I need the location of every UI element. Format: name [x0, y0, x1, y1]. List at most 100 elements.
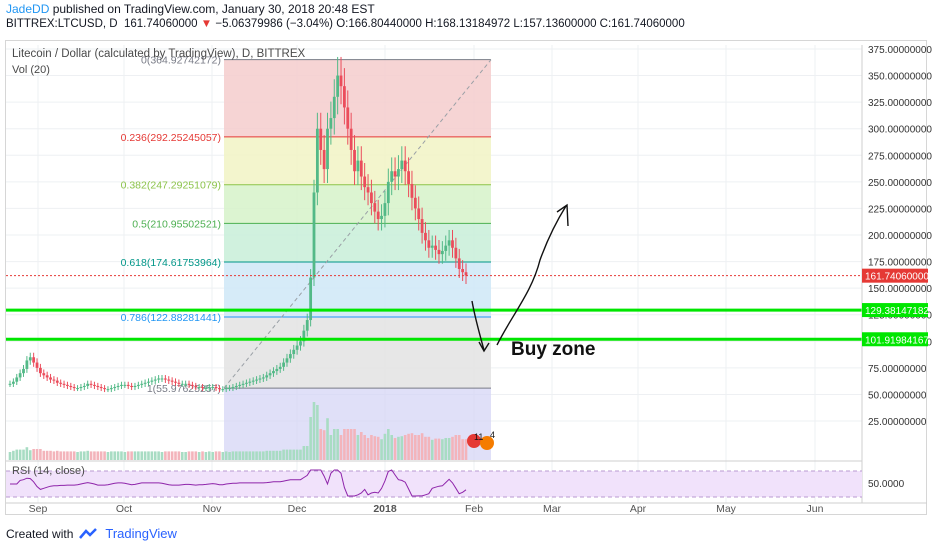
volume-bar — [322, 430, 326, 460]
candle-body — [204, 388, 208, 390]
created-with-label: Created with — [6, 526, 74, 541]
candle-body — [407, 171, 410, 184]
x-tick-label: Dec — [288, 503, 307, 515]
volume-bar — [262, 451, 265, 460]
volume-bar — [201, 451, 204, 460]
volume-bar — [150, 451, 154, 460]
candle-body — [191, 384, 194, 386]
buy-zone-label: Buy zone — [511, 339, 595, 360]
x-tick-label: Jun — [807, 503, 824, 515]
candle-body — [109, 388, 113, 390]
candle-body — [49, 377, 52, 380]
candle-body — [454, 247, 458, 259]
volume-bar — [420, 433, 424, 460]
candlesticks — [8, 56, 468, 393]
volume-bar — [461, 439, 464, 460]
volume-bar — [140, 451, 144, 460]
volume-bar — [241, 451, 245, 460]
candle-body — [370, 192, 373, 204]
candle-body — [400, 160, 404, 170]
x-tick-label: 2018 — [373, 503, 397, 515]
volume-bar — [397, 436, 400, 460]
volume-bar — [42, 450, 46, 460]
volume-bar — [167, 451, 171, 460]
volume-bar — [430, 439, 434, 460]
volume-bar — [164, 451, 167, 460]
candle-body — [322, 149, 326, 170]
candle-body — [430, 245, 434, 248]
volume-bar — [457, 435, 461, 460]
candle-body — [89, 383, 93, 385]
symbol-label: BITTREX:LTCUSD, D — [6, 18, 118, 30]
candle-body — [359, 160, 363, 177]
volume-bar — [103, 451, 106, 460]
fib-zones: 0(364.92742172) 0.236(292.25245057) 0.382(… — [121, 55, 492, 460]
author-link[interactable]: JadeDD — [6, 2, 50, 16]
candle-body — [343, 86, 346, 108]
down-arrow-icon: ▼ — [200, 18, 213, 30]
candle-body — [434, 245, 437, 250]
candle-body — [390, 171, 394, 182]
candle-body — [157, 378, 161, 380]
volume-bar — [110, 451, 113, 460]
candle-body — [420, 219, 424, 233]
volume-bar — [363, 435, 366, 460]
price-axis: 375.00000000 350.00000000 325.00000000 300.… — [6, 45, 932, 504]
volume-bar — [383, 433, 387, 460]
volume-bar — [22, 449, 25, 460]
chart-title: Litecoin / Dollar (calculated by Trading… — [12, 48, 305, 60]
volume-bar — [69, 451, 73, 460]
events-badge[interactable]: 11 4 — [467, 430, 495, 450]
candle-body — [69, 385, 73, 388]
volume-bar — [329, 435, 333, 460]
price-tag — [862, 332, 928, 347]
volume-bar — [76, 452, 79, 460]
candle-body — [319, 128, 323, 150]
candle-body — [373, 203, 377, 212]
tradingview-brand[interactable]: TradingView — [105, 526, 177, 541]
candle-body — [18, 373, 22, 378]
volume-bar — [302, 446, 306, 460]
candle-body — [349, 128, 353, 150]
volume-bar — [407, 433, 410, 460]
volume-bar — [316, 405, 319, 460]
candle-body — [106, 389, 110, 391]
candle-body — [153, 379, 157, 381]
volume-bar — [339, 435, 343, 460]
x-tick-label: Oct — [116, 503, 132, 515]
candle-body — [133, 385, 137, 388]
candle-body — [302, 330, 306, 342]
candle-body — [113, 387, 117, 389]
candle-body — [72, 387, 76, 389]
volume-bar — [49, 450, 52, 460]
volume-bar — [285, 449, 289, 460]
fib-zone — [224, 184, 491, 224]
volume-bar — [45, 450, 49, 460]
candle-body — [180, 383, 184, 385]
candle-body — [268, 373, 272, 376]
candle-body — [397, 169, 400, 177]
y-tick-label: 25.00000000 — [868, 417, 927, 428]
y-tick-label: 325.00000000 — [868, 98, 932, 109]
y-tick-label: 250.00000000 — [868, 178, 932, 189]
candle-body — [437, 249, 441, 255]
candle-body — [265, 375, 269, 378]
fib-level-label: 1(55.97625257) — [147, 383, 221, 395]
candle-body — [346, 107, 350, 129]
drawings — [6, 203, 862, 353]
event-flag-icon[interactable] — [467, 434, 481, 448]
candle-body — [22, 368, 25, 374]
price-tag-label: 101.91984167 — [865, 335, 929, 346]
price-tag-label: 161.74060000 — [865, 272, 929, 283]
volume-bar — [39, 449, 42, 460]
volume-bar — [326, 418, 329, 460]
fib-level-label: 0(364.92742172) — [141, 55, 221, 67]
candle-body — [376, 211, 380, 220]
candle-body — [457, 258, 461, 270]
fib-level-label: 0.382(247.29251079) — [121, 180, 221, 192]
event-flag-icon[interactable] — [480, 436, 494, 450]
volume-bar — [160, 452, 164, 460]
volume-bar — [258, 451, 262, 460]
candle-body — [194, 385, 198, 388]
